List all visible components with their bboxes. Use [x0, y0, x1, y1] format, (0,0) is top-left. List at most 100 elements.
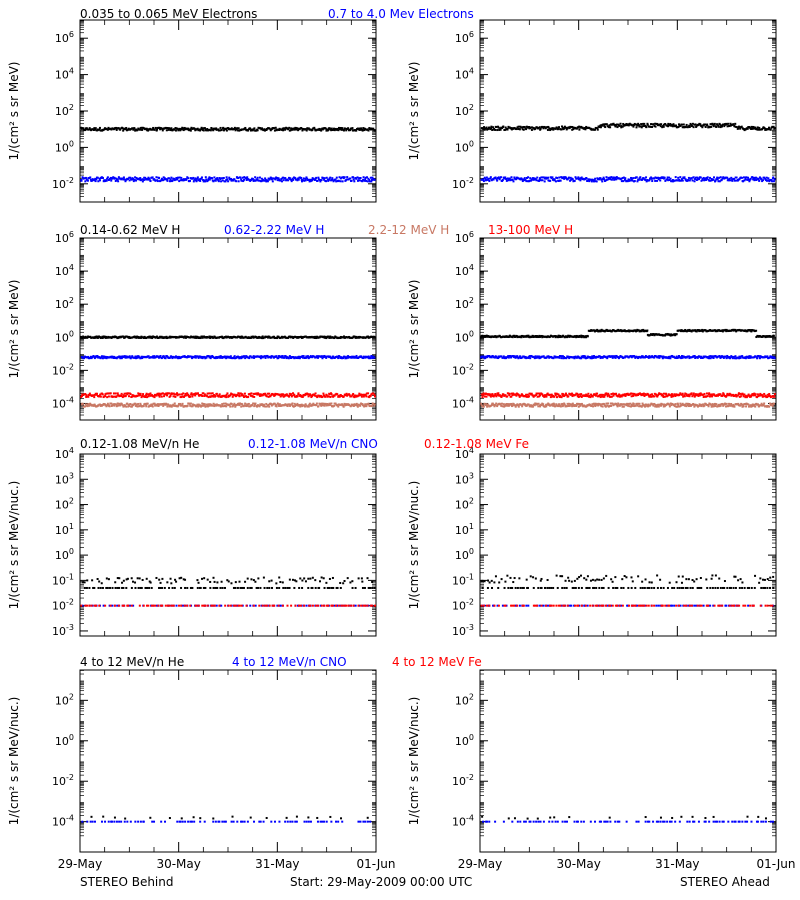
data-point [531, 334, 534, 337]
data-point [622, 180, 625, 183]
data-point [701, 356, 704, 359]
data-point [174, 129, 177, 132]
data-point [562, 357, 565, 360]
data-point [742, 176, 745, 179]
data-point [616, 126, 619, 129]
data-point [222, 405, 225, 408]
data-point [321, 395, 324, 398]
data-point [628, 178, 631, 181]
data-point [170, 392, 173, 395]
data-point [125, 335, 128, 338]
data-point [715, 178, 718, 181]
data-point [709, 123, 712, 126]
data-point [518, 128, 521, 131]
data-point [156, 403, 159, 406]
data-point [217, 356, 220, 359]
data-point [153, 128, 156, 131]
data-point [244, 402, 247, 405]
data-point [373, 404, 376, 407]
data-point [315, 176, 318, 179]
data-point [630, 178, 633, 181]
data-point [214, 179, 217, 182]
data-point [632, 177, 635, 180]
data-point [537, 127, 540, 130]
data-point [648, 179, 651, 182]
data-point [198, 128, 201, 131]
data-point [772, 125, 775, 128]
data-point [282, 129, 285, 132]
y-tick-label: 106 [55, 230, 74, 245]
data-point [161, 179, 164, 182]
y-tick-label: 102 [55, 296, 74, 311]
data-point [131, 336, 134, 339]
data-point [610, 123, 613, 126]
data-point [99, 393, 102, 396]
data-point [96, 356, 99, 359]
data-point [273, 402, 276, 405]
data-point [244, 126, 247, 129]
data-point [173, 402, 176, 405]
data-point [677, 125, 680, 128]
data-point [241, 393, 244, 396]
data-point [512, 180, 515, 183]
data-point [243, 176, 246, 179]
data-point [205, 356, 208, 359]
data-point [501, 127, 504, 130]
data-point [309, 178, 312, 181]
data-point [147, 393, 150, 396]
data-point [676, 179, 679, 182]
data-point [340, 128, 343, 131]
data-point [206, 405, 209, 408]
data-point [578, 177, 581, 180]
data-point [172, 395, 175, 398]
data-point [298, 403, 301, 406]
data-point [297, 392, 300, 395]
data-point [261, 394, 264, 397]
data-point [100, 336, 103, 339]
data-point [721, 329, 724, 332]
data-point [199, 404, 202, 407]
data-point [694, 329, 697, 332]
data-point [213, 127, 216, 130]
data-point [678, 179, 681, 182]
data-point [545, 356, 548, 359]
data-point [363, 405, 366, 408]
data-point [112, 357, 115, 360]
data-point [564, 126, 567, 129]
data-point [201, 336, 204, 339]
data-point [679, 176, 682, 179]
data-point [480, 336, 483, 339]
data-point [645, 180, 648, 183]
data-point [194, 394, 197, 397]
data-point [599, 177, 602, 180]
data-point [124, 404, 127, 407]
data-point [664, 179, 667, 182]
data-point [349, 405, 352, 408]
data-point [262, 179, 265, 182]
data-point [138, 178, 141, 181]
data-point [250, 392, 253, 395]
data-point [515, 335, 518, 338]
data-point [206, 392, 209, 395]
data-point [352, 403, 355, 406]
data-point [167, 403, 170, 406]
data-point [284, 177, 287, 180]
data-point [667, 176, 670, 179]
data-point [667, 125, 670, 128]
data-point [127, 395, 130, 398]
data-point [683, 126, 686, 129]
data-point [318, 178, 321, 181]
data-point [746, 176, 749, 179]
data-point [485, 176, 488, 179]
data-point [83, 177, 86, 180]
data-point [523, 177, 526, 180]
data-point [634, 356, 637, 359]
data-point [611, 356, 614, 359]
data-point [136, 395, 139, 398]
data-point [348, 403, 351, 406]
data-point [148, 335, 151, 338]
data-point [505, 179, 508, 182]
data-point [196, 176, 199, 179]
data-point [592, 128, 595, 131]
data-point [362, 393, 365, 396]
